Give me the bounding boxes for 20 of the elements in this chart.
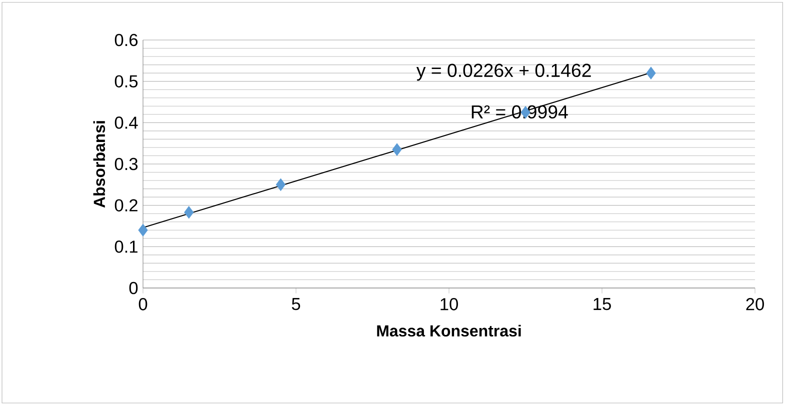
y-tick-label: 0.2 — [114, 199, 138, 212]
y-tick-label: 0.4 — [114, 116, 138, 129]
x-tick-label: 20 — [746, 298, 764, 310]
y-tick-label: 0.3 — [114, 158, 138, 170]
point — [184, 206, 194, 219]
x-tick-label: 15 — [594, 298, 611, 310]
y-tick-label: 0.1 — [114, 240, 138, 253]
point — [392, 143, 402, 156]
x-tick-label: 0 — [138, 298, 148, 310]
y-axis-title: Absorbansi — [93, 121, 106, 208]
y-tick-label: 0.5 — [114, 75, 138, 88]
x-tick-label: 10 — [440, 298, 458, 310]
x-axis-title: Massa Konsentrasi — [377, 324, 521, 337]
y-tick-label: 0 — [129, 282, 138, 294]
y-tick-label: 0.6 — [114, 34, 138, 46]
point — [138, 224, 148, 236]
annotation: y = 0.0226x + 0.1462 — [416, 64, 591, 81]
point — [276, 178, 286, 191]
x-tick-label: 5 — [292, 298, 300, 310]
point — [646, 66, 656, 80]
